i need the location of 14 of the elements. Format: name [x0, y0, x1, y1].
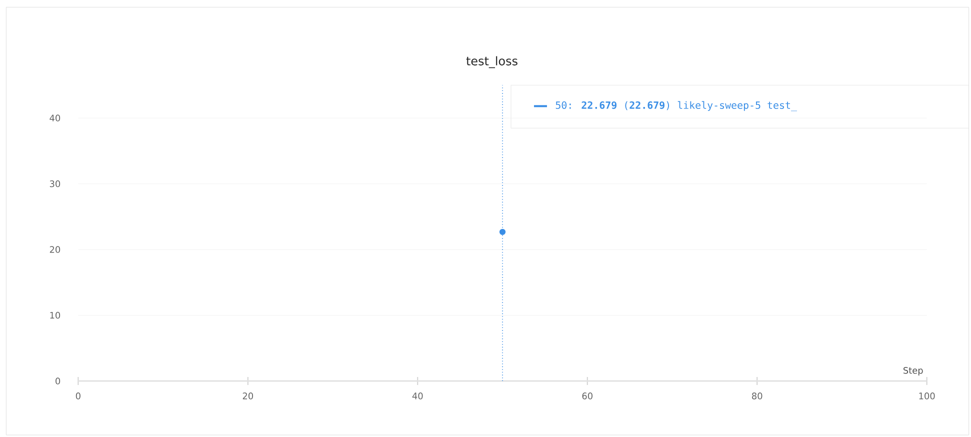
x-axis-title: Step	[903, 366, 923, 376]
y-tick-label: 40	[50, 114, 60, 122]
x-tick-label: 40	[412, 392, 423, 400]
x-tick-label: 100	[919, 392, 935, 400]
x-tick-label: 0	[76, 392, 80, 400]
annotation: 50: 22.679 (22.679) likely-sweep-5 test_	[556, 101, 797, 112]
x-tick-label: 20	[242, 392, 254, 400]
chart-title: test_loss	[466, 56, 518, 68]
y-tick-label: 30	[50, 180, 60, 188]
x-tick-label: 60	[582, 392, 592, 400]
y-tick-label: 0	[56, 378, 60, 384]
y-tick-label: 20	[50, 246, 60, 253]
y-tick-label: 10	[50, 312, 60, 319]
x-tick-label: 80	[752, 392, 762, 400]
